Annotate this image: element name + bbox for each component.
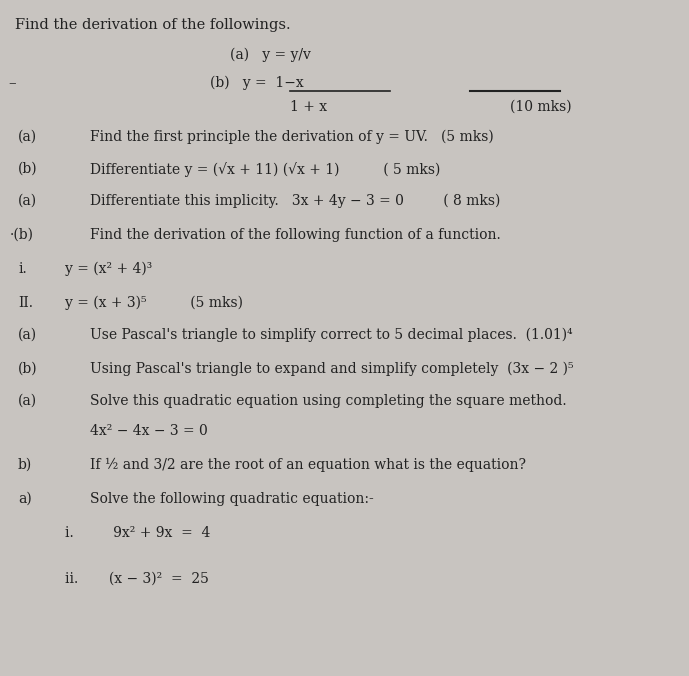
Text: Find the derivation of the followings.: Find the derivation of the followings. (15, 18, 291, 32)
Text: ii.       (x − 3)²  =  25: ii. (x − 3)² = 25 (65, 572, 209, 586)
Text: ·(b): ·(b) (10, 228, 34, 242)
Text: Solve this quadratic equation using completing the square method.: Solve this quadratic equation using comp… (90, 394, 566, 408)
Text: a): a) (18, 492, 32, 506)
Text: y = (x² + 4)³: y = (x² + 4)³ (65, 262, 152, 276)
Text: If ½ and 3/2 are the root of an equation what is the equation?: If ½ and 3/2 are the root of an equation… (90, 458, 526, 473)
Text: 1 + x: 1 + x (290, 100, 327, 114)
Text: (a): (a) (18, 130, 37, 144)
Text: (a): (a) (18, 194, 37, 208)
Text: (a)   y = y/v: (a) y = y/v (230, 48, 311, 62)
Text: i.         9x² + 9x  =  4: i. 9x² + 9x = 4 (65, 526, 210, 540)
Text: Find the first principle the derivation of y = UV.   (5 mks): Find the first principle the derivation … (90, 130, 494, 145)
Text: Find the derivation of the following function of a function.: Find the derivation of the following fun… (90, 228, 501, 242)
Text: 4x² − 4x − 3 = 0: 4x² − 4x − 3 = 0 (90, 424, 208, 438)
Text: y = (x + 3)⁵          (5 mks): y = (x + 3)⁵ (5 mks) (65, 296, 243, 310)
Text: II.: II. (18, 296, 33, 310)
Text: Using Pascal's triangle to expand and simplify completely  (3x − 2 )⁵: Using Pascal's triangle to expand and si… (90, 362, 573, 377)
Text: Solve the following quadratic equation:-: Solve the following quadratic equation:- (90, 492, 373, 506)
Text: Use Pascal's triangle to simplify correct to 5 decimal places.  (1.01)⁴: Use Pascal's triangle to simplify correc… (90, 328, 573, 342)
Text: –: – (8, 76, 16, 90)
Text: Differentiate y = (√x + 11) (√x + 1)          ( 5 mks): Differentiate y = (√x + 11) (√x + 1) ( 5… (90, 162, 440, 176)
Text: i.: i. (18, 262, 27, 276)
Text: (b): (b) (18, 362, 38, 376)
Text: (a): (a) (18, 394, 37, 408)
Text: (b): (b) (18, 162, 38, 176)
Text: b): b) (18, 458, 32, 472)
Text: Differentiate this implicity.   3x + 4y − 3 = 0         ( 8 mks): Differentiate this implicity. 3x + 4y − … (90, 194, 500, 208)
Text: (10 mks): (10 mks) (510, 100, 572, 114)
Text: (a): (a) (18, 328, 37, 342)
Text: (b)   y =  1−x: (b) y = 1−x (210, 76, 304, 91)
